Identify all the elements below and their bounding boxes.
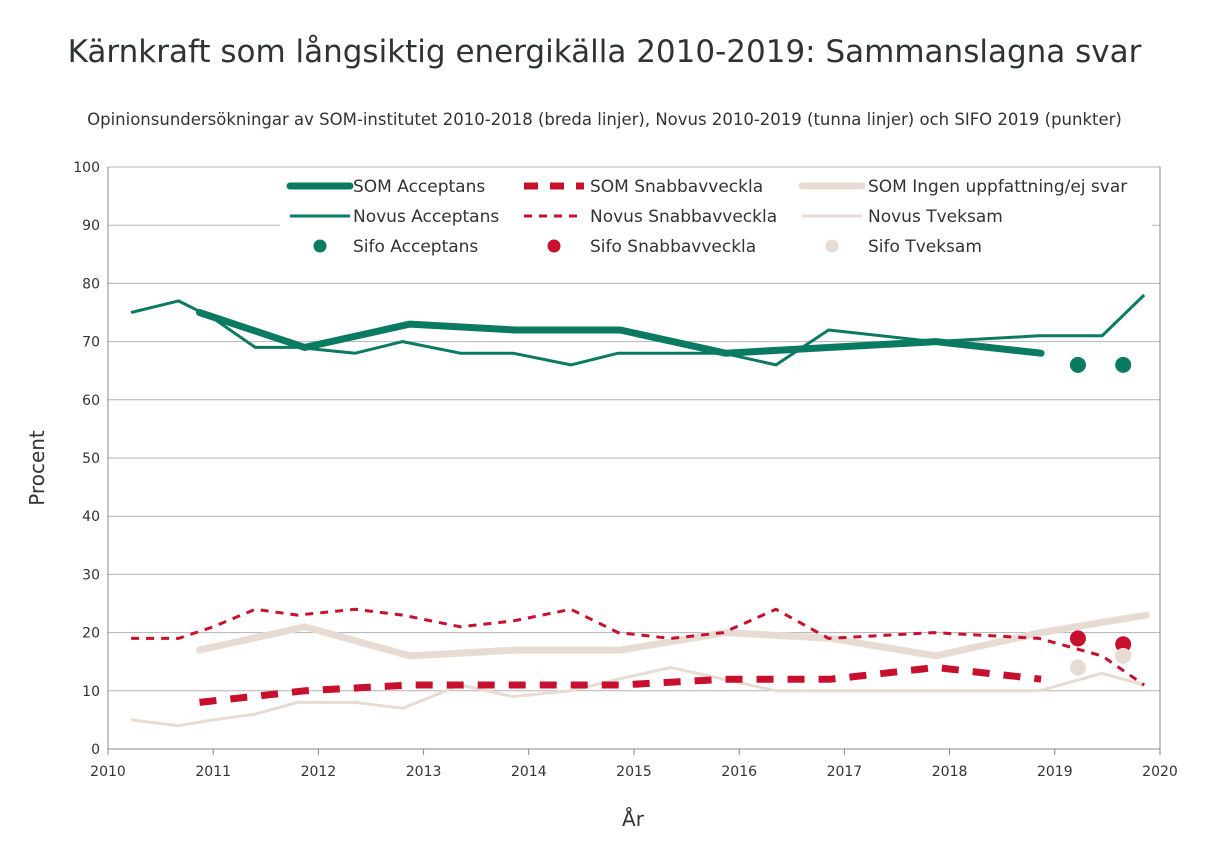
y-tick-label: 50 bbox=[82, 451, 100, 467]
x-tick-label: 2015 bbox=[616, 764, 652, 780]
novus-snabbavveckla-line bbox=[131, 607, 1146, 687]
chart-title: Kärnkraft som långsiktig energikälla 201… bbox=[67, 34, 1142, 70]
x-tick-label: 2013 bbox=[406, 764, 442, 780]
legend-sifo-tveksam-label: Sifo Tveksam bbox=[868, 237, 982, 257]
y-tick-label: 40 bbox=[82, 509, 100, 525]
legend-sifo-acceptans-label: Sifo Acceptans bbox=[353, 237, 478, 257]
legend: SOM Acceptans SOM Snabbavveckla SOM Ingen … bbox=[280, 172, 1152, 260]
legend-sifo-snabbavveckla-label: Sifo Snabbavveckla bbox=[590, 237, 756, 257]
sifo-tveksam-point bbox=[1069, 659, 1086, 676]
legend-novus-tveksam-label: Novus Tveksam bbox=[868, 207, 1003, 227]
axes: 0 10 20 30 40 50 60 70 80 90 100 2010 2011 2012 2013 20… bbox=[73, 160, 1178, 780]
y-tick-label: 20 bbox=[82, 626, 100, 642]
series-lines bbox=[130, 293, 1150, 728]
y-tick-label: 100 bbox=[73, 160, 100, 176]
chart-subtitle: Opinionsundersökningar av SOM-institutet… bbox=[87, 110, 1122, 129]
legend-som-ingen-uppfattning-ej-svar-label: SOM Ingen uppfattning/ej svar bbox=[868, 177, 1127, 197]
x-tick-label: 2014 bbox=[511, 764, 547, 780]
x-tick-label: 2019 bbox=[1037, 764, 1073, 780]
sifo-acceptans-point bbox=[1115, 356, 1132, 373]
x-tick-label: 2011 bbox=[195, 764, 231, 780]
sifo-acceptans-point bbox=[1069, 356, 1086, 373]
som-ingen-uppfattning-ej-svar-line bbox=[196, 611, 1150, 660]
x-tick-label: 2010 bbox=[90, 764, 126, 780]
sifo-snabbavveckla-point bbox=[1069, 630, 1086, 647]
legend-som-snabbavveckla-label: SOM Snabbavveckla bbox=[590, 177, 763, 197]
x-tick-label: 2020 bbox=[1142, 764, 1178, 780]
y-tick-label: 90 bbox=[82, 218, 100, 234]
legend-novus-acceptans-label: Novus Acceptans bbox=[353, 207, 499, 227]
legend-novus-snabbavveckla-label: Novus Snabbavveckla bbox=[590, 207, 777, 227]
som-acceptans-line bbox=[196, 309, 1045, 357]
x-tick-label: 2017 bbox=[827, 764, 863, 780]
novus-tveksam-line bbox=[130, 666, 1145, 728]
legend-sifo-tveksam-symbol bbox=[825, 239, 839, 253]
x-tick-label: 2012 bbox=[301, 764, 337, 780]
x-tick-label: 2018 bbox=[932, 764, 968, 780]
sifo-tveksam-point bbox=[1115, 647, 1132, 664]
sifo-snabbavveckla-point bbox=[1115, 636, 1132, 653]
legend-som-acceptans-label: SOM Acceptans bbox=[353, 177, 485, 197]
y-tick-label: 0 bbox=[91, 742, 100, 758]
y-tick-label: 30 bbox=[82, 567, 100, 583]
y-tick-label: 10 bbox=[82, 684, 100, 700]
y-tick-label: 60 bbox=[82, 393, 100, 409]
x-tick-label: 2016 bbox=[721, 764, 757, 780]
legend-background bbox=[280, 172, 1152, 260]
novus-acceptans-line bbox=[130, 293, 1146, 367]
som-snabbavveckla-line bbox=[199, 664, 1042, 706]
y-tick-label: 80 bbox=[82, 276, 100, 292]
y-tick-label: 70 bbox=[82, 335, 100, 351]
y-axis-label: Procent bbox=[25, 430, 49, 506]
legend-sifo-acceptans-symbol bbox=[313, 239, 327, 253]
x-axis-label: År bbox=[622, 807, 645, 831]
legend-sifo-snabbavveckla-symbol bbox=[547, 239, 561, 253]
